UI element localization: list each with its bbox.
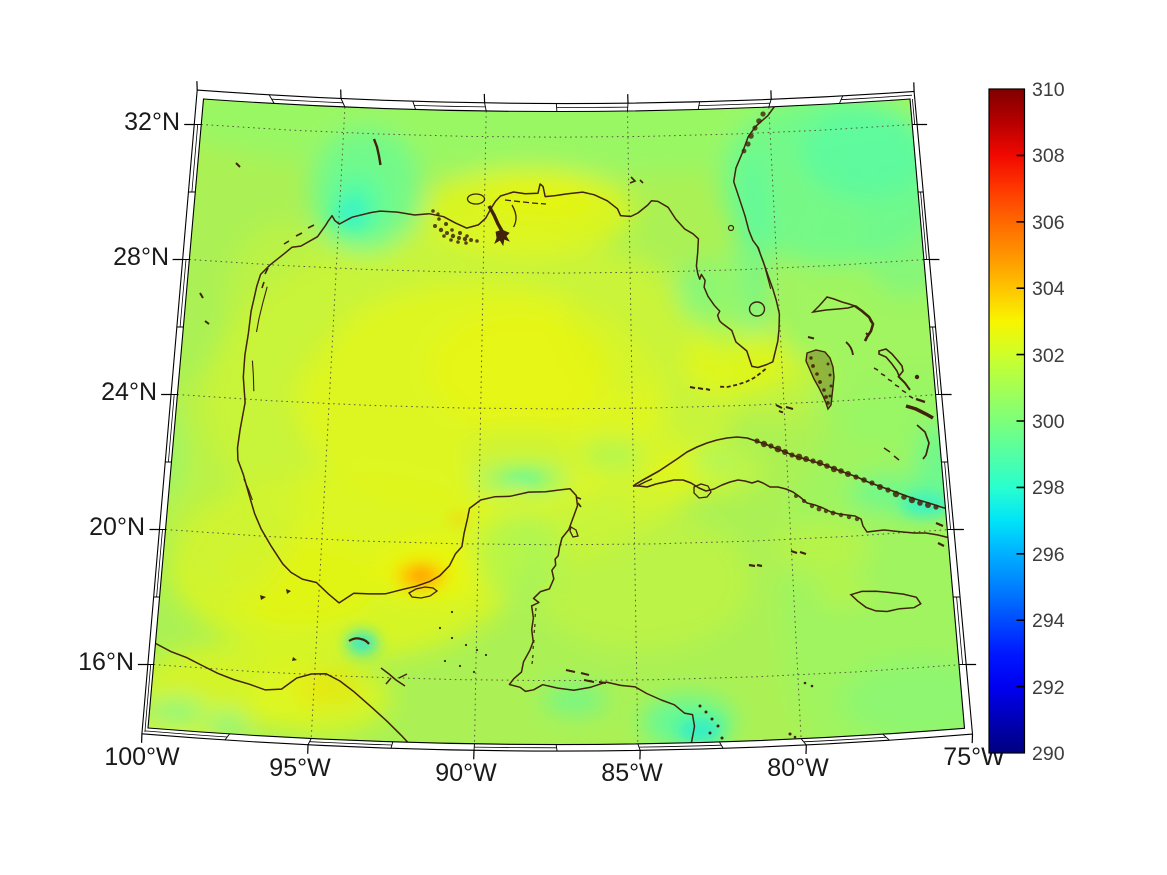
svg-text:90°W: 90°W — [435, 759, 497, 787]
svg-text:296: 296 — [1032, 544, 1065, 566]
svg-text:32°N: 32°N — [124, 108, 180, 136]
svg-text:20°N: 20°N — [89, 513, 145, 541]
svg-text:294: 294 — [1032, 610, 1065, 632]
svg-text:302: 302 — [1032, 345, 1065, 367]
svg-text:292: 292 — [1032, 677, 1065, 699]
svg-text:24°N: 24°N — [101, 378, 157, 406]
svg-text:95°W: 95°W — [269, 754, 331, 782]
svg-text:298: 298 — [1032, 477, 1065, 499]
svg-text:290: 290 — [1032, 743, 1065, 765]
svg-text:85°W: 85°W — [601, 759, 663, 787]
svg-text:100°W: 100°W — [104, 743, 180, 771]
svg-text:306: 306 — [1032, 212, 1065, 234]
svg-text:308: 308 — [1032, 145, 1065, 167]
svg-text:28°N: 28°N — [113, 243, 169, 271]
svg-text:300: 300 — [1032, 411, 1065, 433]
svg-text:16°N: 16°N — [78, 648, 134, 676]
svg-text:304: 304 — [1032, 278, 1065, 300]
svg-text:310: 310 — [1032, 79, 1065, 101]
svg-text:80°W: 80°W — [767, 754, 829, 782]
